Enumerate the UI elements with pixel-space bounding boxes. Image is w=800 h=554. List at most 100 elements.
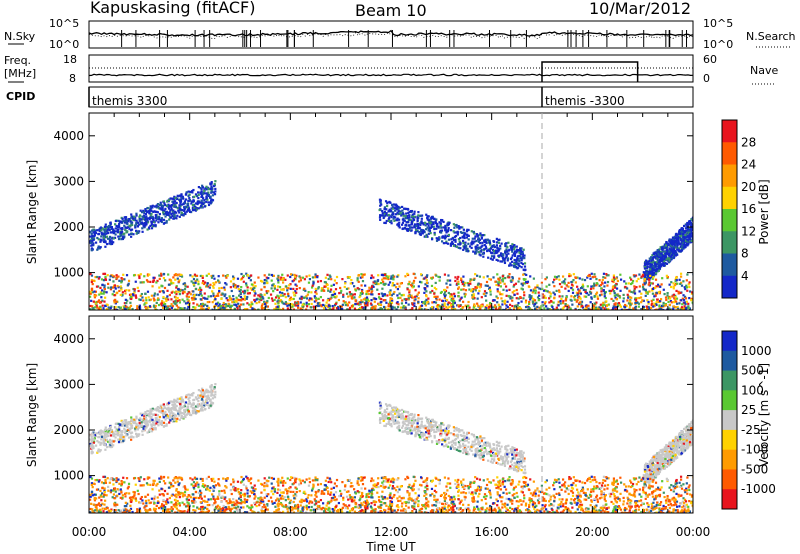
power-sample bbox=[381, 212, 384, 215]
power-sample bbox=[536, 305, 539, 308]
power-sample bbox=[248, 292, 251, 295]
power-sample bbox=[108, 278, 111, 281]
power-sample bbox=[313, 308, 316, 310]
power-sample bbox=[245, 297, 248, 300]
power-sample bbox=[222, 274, 225, 277]
power-sample bbox=[623, 280, 626, 283]
power-sample bbox=[331, 304, 334, 308]
power-sample bbox=[174, 295, 177, 299]
station-title: Kapuskasing (fitACF) bbox=[90, 0, 255, 17]
power-sample bbox=[360, 290, 364, 293]
power-sample bbox=[425, 281, 429, 284]
power-sample bbox=[176, 277, 179, 280]
power-sample bbox=[276, 277, 279, 280]
power-sample bbox=[472, 306, 475, 309]
power-sample bbox=[464, 293, 467, 296]
power-sample bbox=[471, 294, 474, 297]
power-sample bbox=[340, 289, 343, 292]
power-sample bbox=[185, 210, 188, 213]
power-sample bbox=[679, 237, 682, 240]
power-sample bbox=[242, 275, 245, 279]
power-sample bbox=[481, 244, 484, 247]
power-sample bbox=[108, 237, 111, 240]
power-sample bbox=[112, 280, 115, 283]
power-sample bbox=[611, 288, 614, 291]
power-sample bbox=[286, 304, 289, 307]
power-sample bbox=[418, 226, 421, 230]
velocity-sample bbox=[196, 394, 200, 397]
power-sample bbox=[152, 279, 156, 282]
power-sample bbox=[397, 225, 400, 228]
power-sample bbox=[164, 305, 167, 308]
power-sample bbox=[634, 308, 637, 310]
power-sample bbox=[393, 219, 396, 222]
power-sample bbox=[498, 248, 501, 251]
power-sample bbox=[130, 228, 134, 231]
power-sample bbox=[416, 219, 419, 222]
power-sample bbox=[401, 306, 405, 309]
power-sample bbox=[419, 214, 422, 217]
power-sample bbox=[540, 281, 543, 284]
power-sample bbox=[642, 274, 645, 277]
power-sample bbox=[511, 299, 514, 302]
power-sample bbox=[167, 273, 170, 276]
power-sample bbox=[459, 304, 462, 308]
power-sample bbox=[142, 299, 145, 302]
power-sample bbox=[325, 304, 328, 307]
power-sample bbox=[410, 229, 413, 232]
power-sample bbox=[492, 244, 495, 247]
power-sample bbox=[293, 304, 296, 307]
power-sample bbox=[92, 228, 95, 231]
power-sample bbox=[505, 248, 508, 251]
power-sample bbox=[680, 284, 684, 287]
power-sample bbox=[210, 190, 213, 193]
power-sample bbox=[662, 247, 665, 250]
power-sample bbox=[426, 308, 430, 310]
power-sample bbox=[463, 284, 466, 287]
power-sample bbox=[614, 284, 617, 287]
power-sample bbox=[263, 278, 266, 282]
power-sample bbox=[539, 307, 542, 310]
power-sample bbox=[587, 274, 590, 278]
power-sample bbox=[239, 288, 242, 292]
power-sample bbox=[593, 282, 596, 285]
power-sample bbox=[278, 291, 282, 294]
power-sample bbox=[199, 292, 202, 295]
frequency-trace bbox=[88, 73, 694, 77]
power-sample bbox=[495, 283, 498, 287]
power-sample bbox=[685, 286, 689, 289]
power-sample bbox=[375, 281, 378, 284]
power-sample bbox=[140, 211, 144, 214]
power-sample bbox=[450, 305, 453, 308]
power-sample bbox=[108, 242, 111, 245]
power-sample bbox=[474, 245, 477, 249]
power-sample bbox=[383, 210, 386, 213]
power-sample bbox=[267, 308, 270, 310]
power-sample bbox=[549, 299, 553, 303]
power-sample bbox=[187, 190, 190, 193]
power-sample bbox=[365, 293, 368, 296]
power-sample bbox=[440, 219, 443, 222]
power-sample bbox=[236, 305, 239, 308]
power-sample bbox=[541, 301, 544, 304]
power-sample bbox=[444, 226, 447, 230]
power-sample bbox=[156, 206, 160, 209]
power-sample bbox=[396, 218, 399, 221]
power-sample bbox=[158, 274, 161, 277]
power-sample bbox=[328, 299, 331, 302]
power-sample bbox=[523, 265, 527, 268]
power-sample bbox=[186, 298, 189, 301]
power-sample bbox=[652, 253, 656, 256]
power-sample bbox=[406, 216, 409, 220]
power-sample bbox=[562, 300, 565, 303]
power-sample bbox=[509, 279, 512, 282]
power-sample bbox=[189, 293, 192, 296]
power-sample bbox=[669, 249, 672, 252]
power-sample bbox=[450, 298, 453, 301]
power-sample bbox=[172, 202, 175, 205]
power-sample bbox=[313, 300, 316, 303]
power-sample bbox=[602, 289, 605, 292]
power-sample bbox=[183, 202, 187, 205]
velocity-sample bbox=[149, 427, 152, 430]
power-sample bbox=[326, 283, 329, 287]
